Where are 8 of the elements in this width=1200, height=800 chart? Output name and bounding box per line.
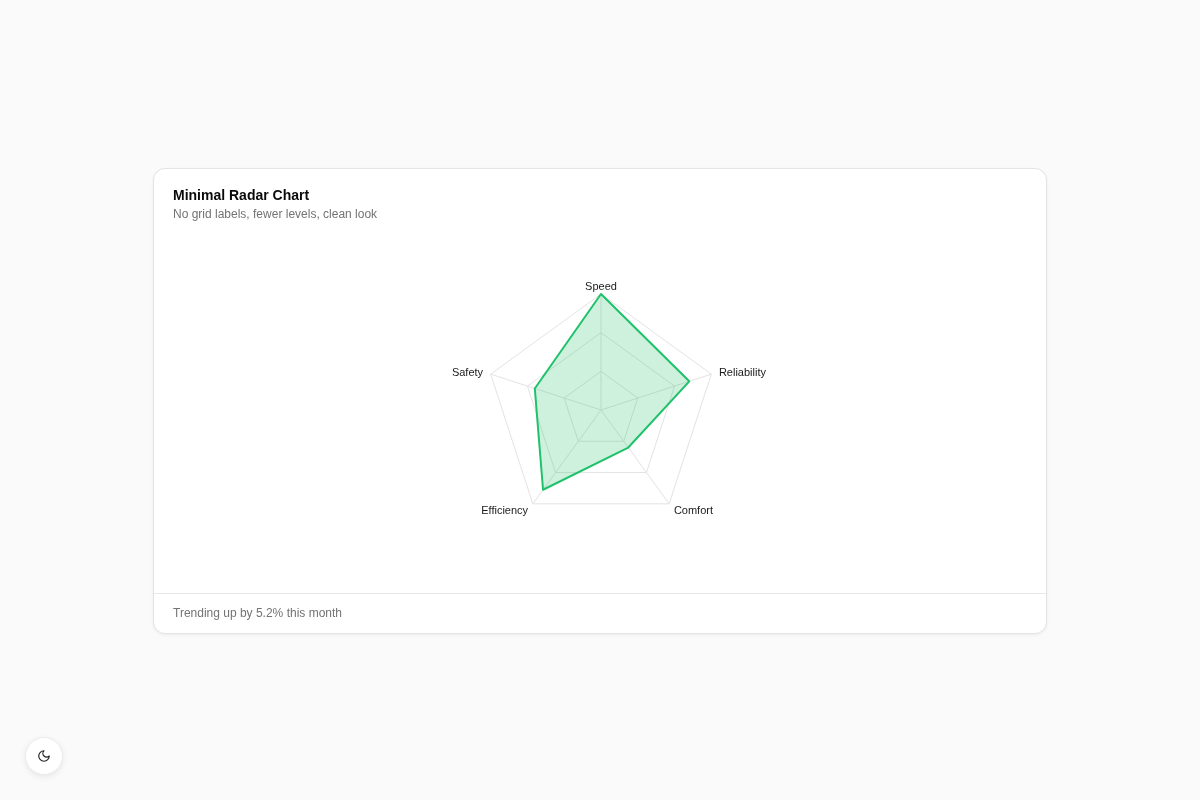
spoke-label: Efficiency bbox=[481, 504, 529, 517]
spoke-label: Safety bbox=[451, 365, 484, 378]
spoke-label: Reliability bbox=[718, 365, 767, 378]
spoke-label: Comfort bbox=[673, 504, 714, 517]
text: Trending up by 5.2% this month bbox=[173, 606, 342, 620]
text: Minimal Radar Chart bbox=[173, 187, 310, 203]
spoke-label: Speed bbox=[585, 280, 617, 292]
text: No grid labels, fewer levels, clean look bbox=[173, 207, 378, 221]
